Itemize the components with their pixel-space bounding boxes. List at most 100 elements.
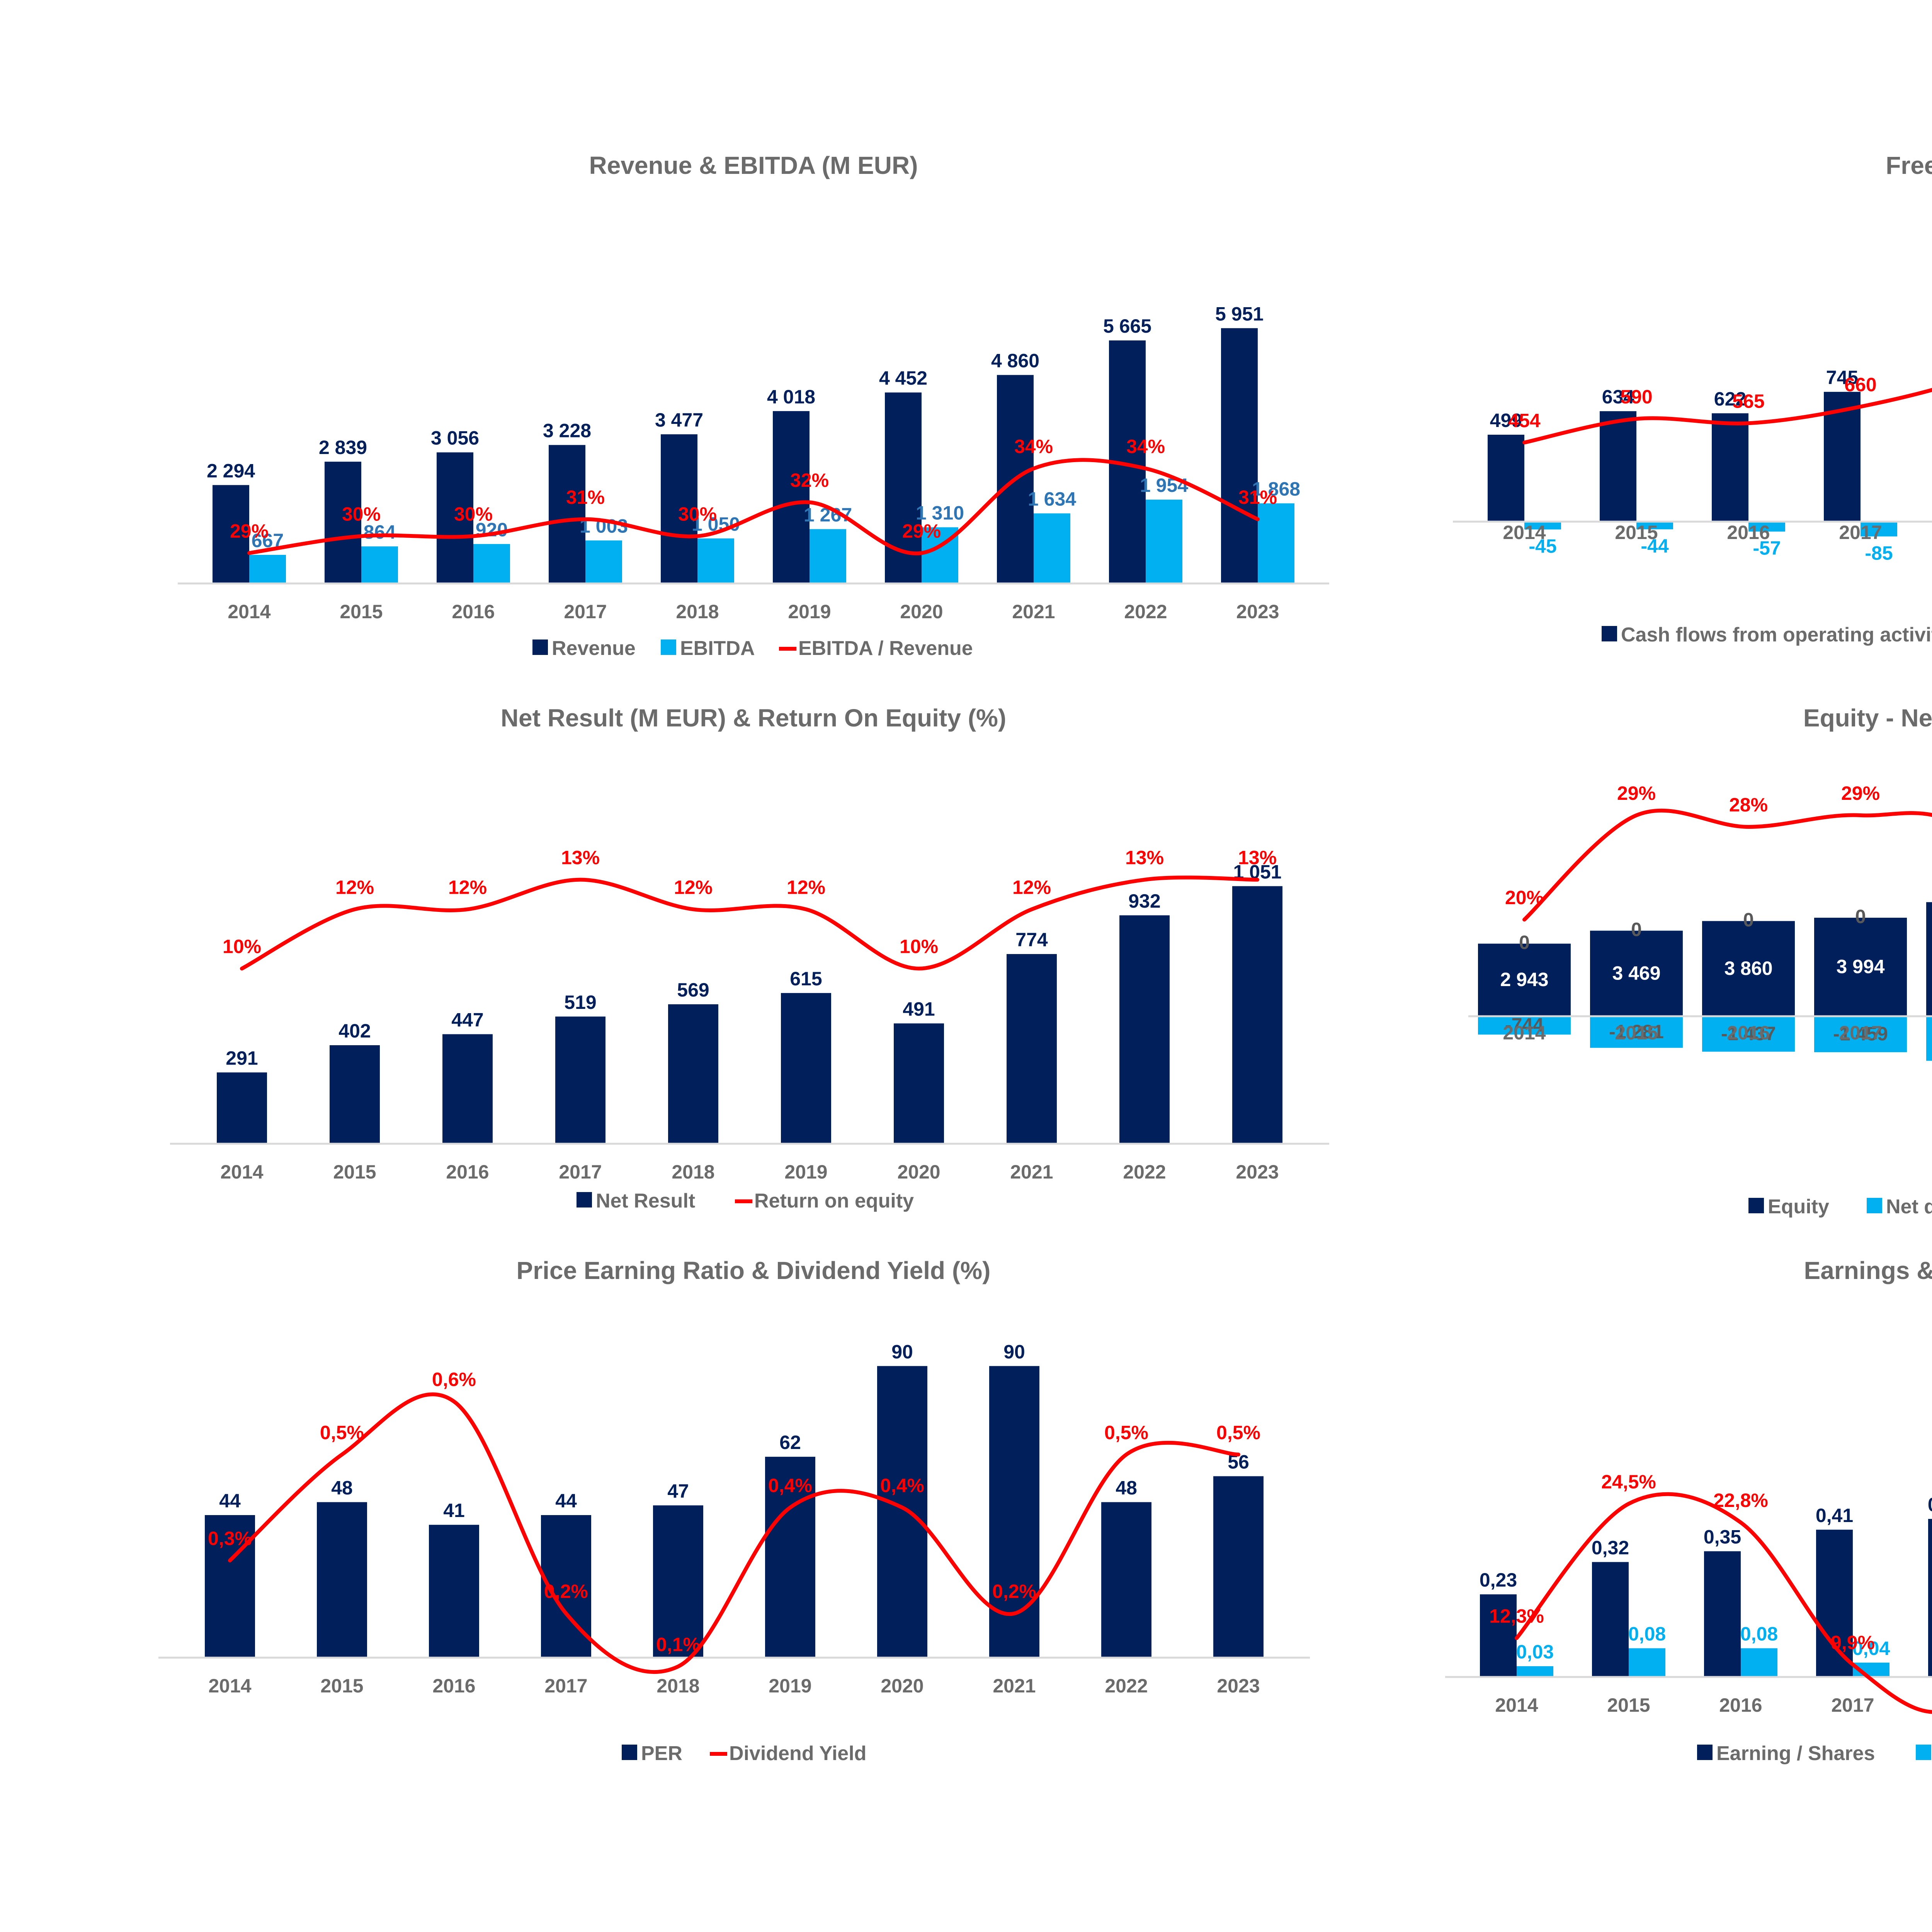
bar-capital-expenditures xyxy=(1748,522,1785,532)
bar-net-debt xyxy=(1590,1016,1683,1048)
bar-earning-shares xyxy=(1592,1562,1629,1677)
data-label: 90 xyxy=(891,1341,913,1362)
data-label: 0 xyxy=(1631,919,1642,940)
line-data-label: 0,6% xyxy=(432,1369,476,1390)
line-data-label: 24,5% xyxy=(1601,1471,1656,1493)
x-tick-label: 2014 xyxy=(228,601,270,622)
legend-label: Net Result xyxy=(596,1190,695,1212)
data-label: 41 xyxy=(443,1500,465,1521)
line-data-label: 0,2% xyxy=(992,1581,1036,1602)
line-ebitda-revenue xyxy=(247,458,1260,556)
data-label: 2 943 xyxy=(1500,969,1548,990)
bar-revenue xyxy=(213,485,249,583)
legend: Cash flows from operating activitiesCapi… xyxy=(1602,624,1932,646)
data-label: 62 xyxy=(779,1432,801,1453)
bar-dividends-shares xyxy=(1741,1648,1777,1677)
x-tick-label: 2017 xyxy=(1839,522,1882,543)
bar-revenue xyxy=(549,445,585,583)
line-data-label: 565 xyxy=(1732,390,1764,412)
legend-item: Return on equity xyxy=(735,1190,914,1212)
data-label: 90 xyxy=(1003,1341,1025,1362)
legend-label: PER xyxy=(641,1742,682,1765)
x-tick-label: 2014 xyxy=(1495,1694,1538,1716)
x-tick-label: 2022 xyxy=(1123,1161,1166,1183)
data-label: -45 xyxy=(1529,535,1556,557)
x-tick-label: 2021 xyxy=(1012,601,1055,622)
bar-revenue xyxy=(437,452,473,583)
line-data-label: 10% xyxy=(223,936,261,957)
data-label: 615 xyxy=(790,968,822,990)
legend-item: Net Result xyxy=(577,1190,695,1212)
x-tick-label: 2015 xyxy=(1615,522,1658,543)
chart-per-dividend-yield: Price Earning Ratio & Dividend Yield (%)… xyxy=(155,1240,1352,1801)
line-data-label: 0,5% xyxy=(1216,1422,1260,1443)
bar-net-debt xyxy=(1702,1016,1795,1052)
x-tick-label: 2021 xyxy=(1010,1161,1053,1183)
line-data-label: 12% xyxy=(448,876,487,898)
bar-equity xyxy=(1926,902,1932,1016)
x-tick-label: 2018 xyxy=(676,601,719,622)
legend-swatch xyxy=(1867,1198,1882,1213)
data-label: 0,08 xyxy=(1740,1623,1778,1645)
x-tick-label: 2014 xyxy=(208,1675,251,1697)
data-label: 569 xyxy=(677,979,709,1001)
bar-ebitda xyxy=(249,554,286,583)
data-label: -1 459 xyxy=(1833,1023,1888,1045)
bar-net-result xyxy=(894,1023,944,1144)
line-data-label: 0,1% xyxy=(656,1634,700,1655)
line-data-label: 29% xyxy=(1617,782,1656,804)
bar-dividends-shares xyxy=(1629,1648,1665,1677)
legend-item: Equity xyxy=(1748,1196,1829,1218)
x-tick-label: 2017 xyxy=(1839,1022,1882,1044)
data-label: 4 452 xyxy=(879,367,927,389)
chart-title: Price Earning Ratio & Dividend Yield (%) xyxy=(517,1257,991,1284)
line--of-distribution xyxy=(1515,1492,1932,1714)
legend: Revenue EBITDA EBITDA / Revenue xyxy=(532,637,973,660)
chart-title: Equity - Net Debt (M EUR) & ROCE (%) xyxy=(1803,704,1932,732)
bar-capital-expenditures xyxy=(1636,522,1673,529)
data-label: 864 xyxy=(364,521,396,543)
legend-item: Revenue xyxy=(532,637,636,660)
legend-label: Earning / Shares xyxy=(1716,1742,1875,1765)
chart-title: Earnings & Dividends per share (EUR) xyxy=(1804,1257,1932,1284)
chart-eps-dps: Earnings & Dividends per share (EUR) 0,23… xyxy=(1430,1240,1932,1801)
x-tick-label: 2016 xyxy=(1719,1694,1762,1716)
legend-item: Cash flows from operating activities xyxy=(1602,624,1932,646)
data-label: 4 018 xyxy=(767,386,815,408)
line-data-label: 0,2% xyxy=(544,1581,588,1602)
line-data-label: 28% xyxy=(1729,794,1768,816)
legend-item: EBITDA xyxy=(661,637,755,660)
chart-svg: Earnings & Dividends per share (EUR) 0,23… xyxy=(1445,1257,1932,1765)
bar-ebitda xyxy=(361,546,398,583)
data-label: 1 634 xyxy=(1028,488,1076,510)
x-tick-label: 2015 xyxy=(333,1161,376,1183)
data-label: 48 xyxy=(331,1477,353,1498)
data-label: 1 868 xyxy=(1252,478,1300,500)
bar-per xyxy=(1101,1502,1151,1658)
data-label: 0 xyxy=(1743,909,1754,931)
legend-swatch xyxy=(1916,1745,1931,1760)
line-data-label: 10% xyxy=(900,936,938,957)
data-label: 3 228 xyxy=(543,420,591,442)
data-label: -1 281 xyxy=(1609,1021,1664,1043)
x-tick-label: 2014 xyxy=(220,1161,263,1183)
x-tick-label: 2017 xyxy=(559,1161,602,1183)
data-label: 0,23 xyxy=(1480,1569,1517,1591)
chart-free-cash-flow: Free Cash Flow (M EUR) 499 -45 634 -44 622 -57… xyxy=(1430,135,1932,696)
x-tick-label: 2016 xyxy=(1727,1022,1770,1044)
x-tick-label: 2023 xyxy=(1236,1161,1279,1183)
legend-item: Dividend Yield xyxy=(710,1742,866,1765)
bar-capital-expenditures xyxy=(1524,522,1561,530)
chart-svg: Net Result (M EUR) & Return On Equity (%… xyxy=(170,704,1329,1212)
data-label: -57 xyxy=(1753,537,1781,559)
bar-cash-flows-from-operating-activities xyxy=(1712,413,1748,522)
bar-equity xyxy=(1478,944,1571,1016)
data-label: 0 xyxy=(1855,906,1866,927)
x-tick-label: 2014 xyxy=(1503,1022,1546,1044)
x-tick-label: 2018 xyxy=(656,1675,699,1697)
data-label: 2 839 xyxy=(319,437,367,458)
line-data-label: 12,3% xyxy=(1489,1605,1544,1627)
